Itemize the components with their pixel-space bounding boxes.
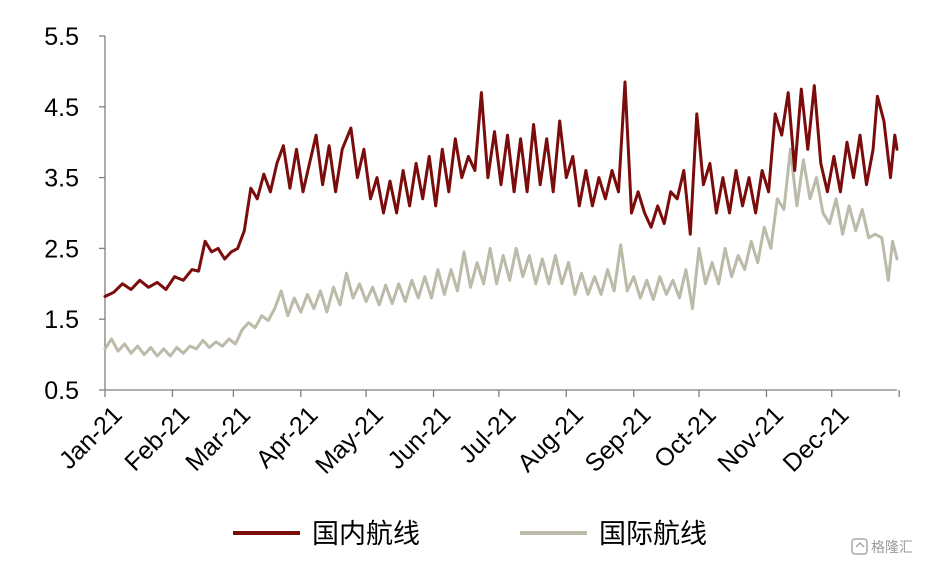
legend-label-international: 国际航线 (599, 519, 707, 550)
y-tick-label: 5.5 (44, 23, 79, 51)
x-tick-label: May-21 (310, 401, 389, 480)
y-tick-label: 4.5 (44, 94, 79, 122)
series-line-domestic (103, 80, 899, 298)
watermark-logo-icon (851, 538, 868, 555)
x-tick-label: Oct-21 (649, 401, 722, 474)
x-tick-label: Jan-21 (54, 401, 128, 475)
x-tick-label: Aug-21 (512, 401, 589, 478)
y-axis: 0.5 1.5 2.5 3.5 4.5 5.5 (44, 23, 106, 405)
x-tick-label: Nov-21 (712, 401, 789, 478)
watermark: 格隆汇 (851, 538, 913, 556)
series-layer (103, 80, 899, 358)
x-axis: Jan-21Feb-21Mar-21Apr-21May-21Jun-21Jul-… (54, 389, 900, 480)
watermark-text: 格隆汇 (871, 540, 913, 556)
x-tick-label: Feb-21 (119, 401, 195, 477)
x-tick-label: Jul-21 (454, 401, 522, 469)
y-tick-label: 3.5 (44, 165, 79, 193)
x-tick-label: Sep-21 (580, 401, 657, 478)
series-line-international (103, 147, 899, 358)
y-tick-label: 2.5 (44, 235, 79, 263)
legend: 国内航线 国际航线 (233, 519, 707, 550)
x-tick-label: Dec-21 (778, 401, 855, 478)
y-tick-label: 0.5 (44, 377, 79, 405)
legend-label-domestic: 国内航线 (312, 519, 420, 550)
x-tick-label: Mar-21 (180, 401, 256, 477)
x-tick-label: Jun-21 (382, 401, 456, 475)
y-tick-label: 1.5 (44, 306, 79, 334)
